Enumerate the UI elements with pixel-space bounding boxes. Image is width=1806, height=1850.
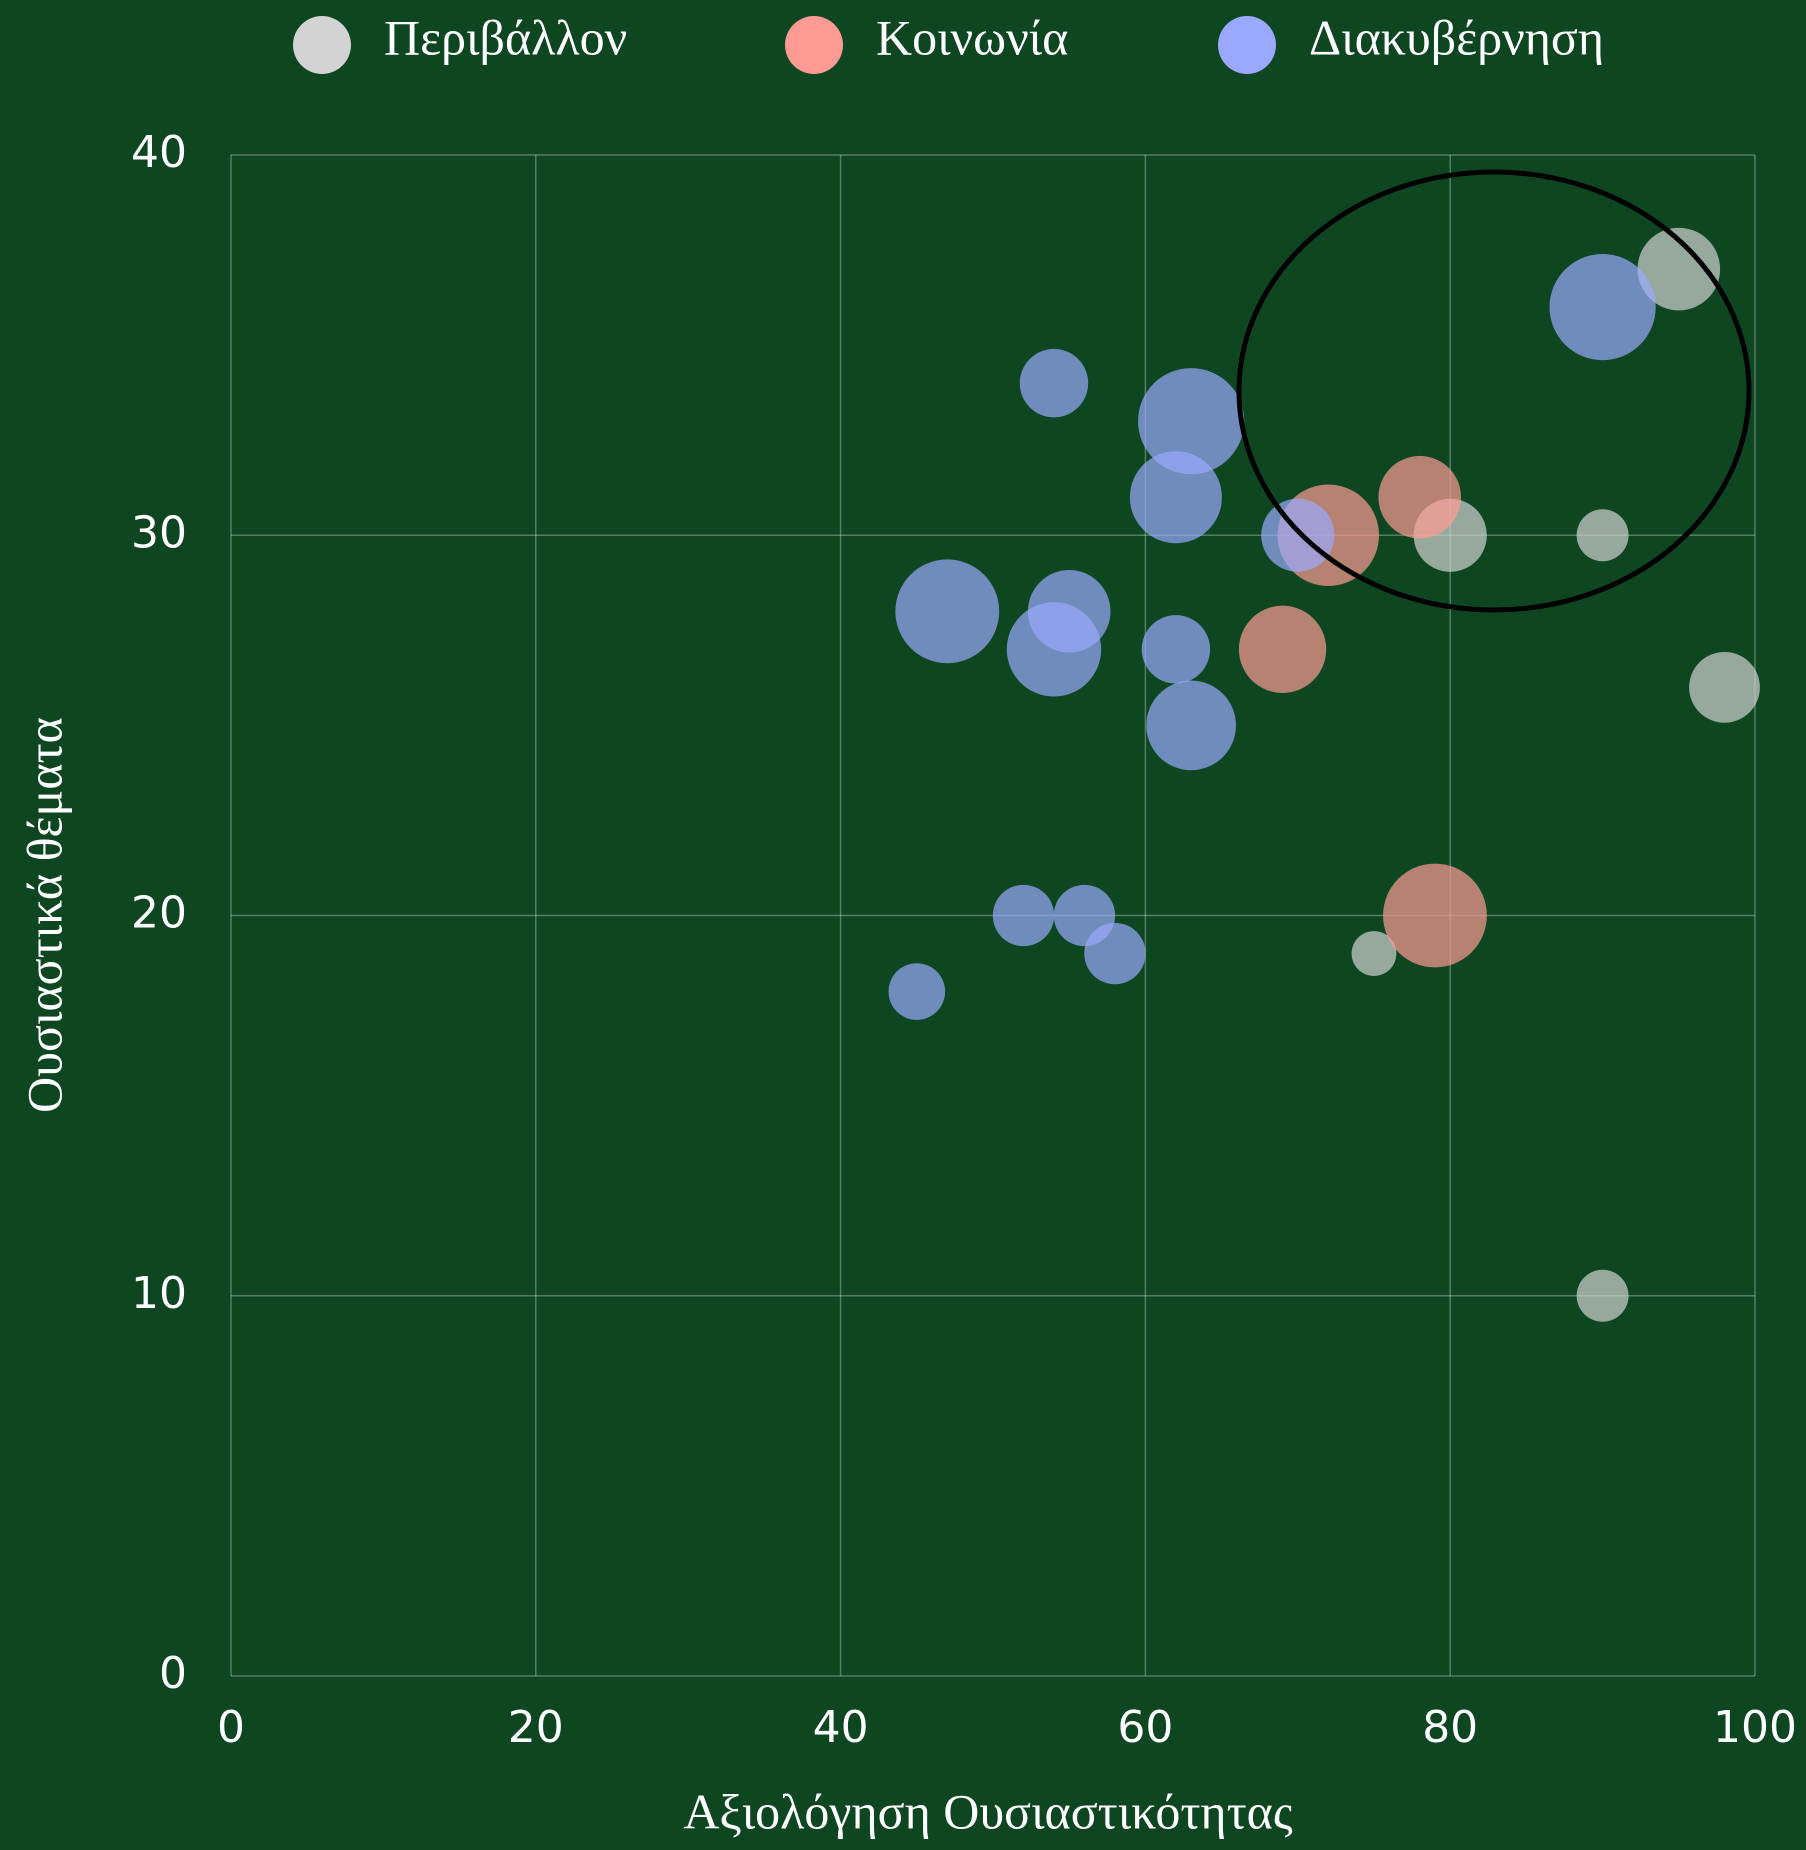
bubble bbox=[895, 559, 1000, 664]
grid: 0 20 40 60 80 100 0 10 20 30 40 bbox=[131, 127, 1797, 1753]
y-tick-label: 30 bbox=[131, 507, 187, 558]
bubble bbox=[1689, 651, 1760, 723]
x-tick-label: 40 bbox=[813, 1702, 869, 1753]
bubble bbox=[1141, 615, 1211, 684]
bubble bbox=[1238, 605, 1327, 693]
legend-marker bbox=[785, 16, 843, 74]
bubble bbox=[1378, 455, 1462, 539]
x-tick-label: 20 bbox=[508, 1702, 564, 1753]
bubble bbox=[1138, 368, 1245, 475]
x-tick-label: 80 bbox=[1422, 1702, 1478, 1753]
x-tick-label: 0 bbox=[217, 1702, 245, 1753]
bubble bbox=[1637, 227, 1721, 311]
bubble bbox=[992, 884, 1055, 947]
bubble bbox=[1549, 254, 1656, 361]
bubble bbox=[1576, 1269, 1629, 1322]
y-tick-label: 0 bbox=[159, 1648, 187, 1699]
highlight-ellipse bbox=[1236, 169, 1752, 613]
bubble bbox=[1006, 602, 1102, 697]
bubble bbox=[1383, 863, 1487, 968]
x-tick-label: 60 bbox=[1117, 1702, 1173, 1753]
bubble bbox=[1129, 451, 1222, 544]
bubble bbox=[1019, 348, 1089, 418]
y-tick-label: 40 bbox=[131, 127, 187, 178]
legend: Περιβάλλον Κοινωνία Διακυβέρνηση bbox=[293, 9, 1604, 74]
bubble bbox=[1261, 498, 1335, 572]
legend-marker bbox=[1218, 16, 1276, 74]
bubble bbox=[1146, 680, 1236, 771]
legend-label: Περιβάλλον bbox=[384, 9, 627, 65]
bubble bbox=[888, 963, 946, 1020]
x-tick-label: 100 bbox=[1713, 1702, 1797, 1753]
bubble bbox=[1084, 922, 1146, 985]
legend-marker bbox=[293, 16, 351, 74]
legend-label: Διακυβέρνηση bbox=[1309, 9, 1604, 65]
y-tick-label: 10 bbox=[131, 1268, 187, 1319]
y-axis-title: Ουσιαστικά θέματα bbox=[16, 717, 72, 1113]
x-axis-title: Αξιολόγηση Ουσιαστικότητας bbox=[683, 1783, 1293, 1839]
bubble bbox=[1576, 509, 1629, 562]
bubbles bbox=[888, 227, 1760, 1322]
bubble bbox=[1351, 931, 1397, 976]
legend-label: Κοινωνία bbox=[876, 9, 1068, 65]
y-tick-label: 20 bbox=[131, 888, 187, 939]
